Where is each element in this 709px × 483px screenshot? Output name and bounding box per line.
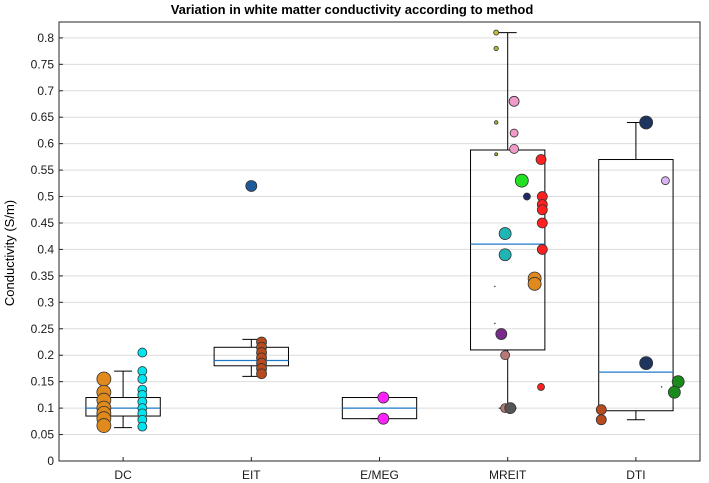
y-tick-label: 0.25	[31, 322, 55, 336]
data-point-mreit	[494, 152, 499, 157]
y-tick-label: 0.5	[37, 190, 54, 204]
box-dti	[598, 159, 674, 412]
data-point-dti	[595, 414, 607, 426]
x-tick-label: E/MEG	[360, 468, 399, 482]
y-tick-label: 0.1	[37, 401, 54, 415]
y-tick-label: 0.45	[31, 216, 55, 230]
data-point-eit	[256, 368, 267, 380]
data-point-mreit	[493, 120, 499, 125]
data-point-mreit	[514, 173, 529, 188]
y-tick-label: 0.55	[31, 163, 55, 177]
y-tick-label: 0	[47, 454, 54, 468]
data-point-eit	[245, 180, 258, 192]
data-point-dti	[660, 386, 663, 388]
box-layer	[85, 32, 674, 429]
data-point-mreit	[523, 192, 531, 201]
data-point-mreit	[537, 383, 545, 391]
y-tick-label: 0.2	[37, 348, 54, 362]
box-eit	[213, 346, 289, 367]
data-point-mreit	[494, 285, 496, 288]
box-dc	[85, 397, 161, 417]
x-tick-label: EIT	[242, 468, 261, 482]
data-point-mreit	[508, 95, 520, 107]
data-point-dti	[639, 356, 654, 371]
data-point-e-meg	[377, 391, 390, 404]
data-point-mreit	[493, 45, 499, 52]
y-tick-label: 0.35	[31, 269, 55, 283]
data-point-dti	[595, 404, 607, 416]
tick-layer: 0 0.05 0.1 0.15 0.2 0.25 0.3 0.35 0.4 0.45 0.5 0.55…	[31, 31, 646, 482]
y-tick-label: 0.4	[37, 242, 54, 256]
data-point-mreit	[535, 154, 547, 165]
data-point-mreit	[504, 402, 517, 415]
data-point-dc	[137, 347, 148, 358]
data-point-mreit	[536, 244, 548, 255]
x-tick-label: MREIT	[489, 468, 527, 482]
chart-title: Variation in white matter conductivity a…	[171, 2, 534, 17]
data-point-mreit	[495, 328, 508, 340]
data-point-mreit	[527, 276, 542, 291]
data-point-dc	[96, 418, 112, 433]
data-point-dc	[137, 421, 148, 432]
grid-layer	[59, 37, 700, 462]
data-point-mreit	[509, 128, 519, 138]
data-point-mreit	[509, 144, 520, 154]
y-tick-label: 0.05	[31, 428, 55, 442]
data-point-mreit	[498, 248, 512, 262]
data-point-dti	[667, 385, 681, 399]
x-tick-label: DTI	[626, 468, 645, 482]
data-point-mreit	[494, 322, 496, 325]
y-tick-label: 0.65	[31, 110, 55, 124]
data-point-mreit	[536, 204, 548, 216]
data-point-dti	[660, 176, 670, 186]
plot-frame	[58, 21, 701, 462]
x-tick-label: DC	[114, 468, 132, 482]
y-tick-label: 0.15	[31, 375, 55, 389]
data-point-dc	[96, 371, 112, 387]
y-axis-label: Conductivity (S/m)	[2, 200, 17, 306]
y-tick-label: 0.75	[31, 57, 55, 71]
data-point-mreit	[498, 227, 512, 240]
y-tick-label: 0.8	[37, 31, 54, 45]
data-point-mreit	[536, 217, 548, 229]
data-point-dc	[137, 374, 148, 384]
point-layer	[96, 29, 685, 433]
data-point-dti	[639, 115, 654, 130]
y-tick-label: 0.7	[37, 84, 54, 98]
data-point-mreit	[493, 29, 500, 36]
data-point-e-meg	[377, 412, 390, 425]
y-tick-label: 0.6	[37, 137, 54, 151]
data-point-mreit	[500, 350, 511, 361]
y-tick-label: 0.3	[37, 295, 54, 309]
